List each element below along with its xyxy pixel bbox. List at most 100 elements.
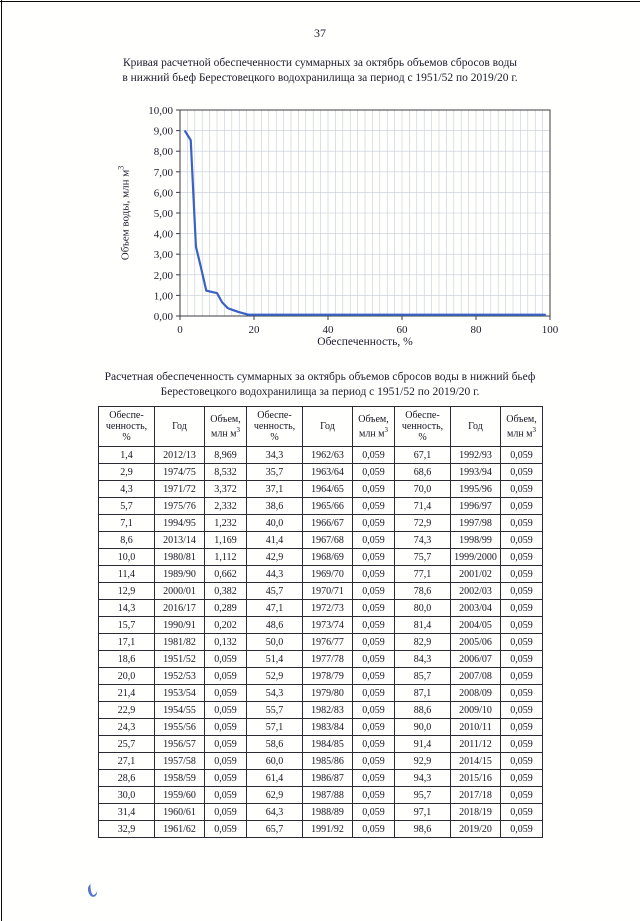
table-cell: 1954/55: [154, 701, 205, 719]
table-cell: 24,3: [98, 718, 155, 736]
table-cell: 1,232: [204, 514, 247, 532]
table-cell: 0,059: [500, 786, 543, 804]
table-cell: 0,059: [500, 531, 543, 549]
table-cell: 7,1: [98, 514, 155, 532]
table-cell: 0,059: [500, 684, 543, 702]
table-cell: 0,059: [204, 786, 247, 804]
table-cell: 0,059: [204, 803, 247, 821]
column-header: Объем, млн м3: [204, 406, 247, 447]
table-cell: 18,6: [98, 650, 155, 668]
table-cell: 0,202: [204, 616, 247, 634]
table-cell: 1966/67: [302, 514, 353, 532]
table-cell: 68,6: [394, 463, 451, 481]
table-cell: 34,3: [246, 446, 303, 464]
table-cell: 0,059: [204, 701, 247, 719]
table-cell: 0,059: [500, 769, 543, 787]
column-header: Объем, млн м3: [352, 406, 395, 447]
table-cell: 92,9: [394, 752, 451, 770]
column-header: Обеспе- ченность, %: [98, 406, 155, 447]
table-cell: 55,7: [246, 701, 303, 719]
table-row: 12,9 2000/01 0,382 45,7 1970/71 0,059 78,6 2002…: [98, 582, 543, 600]
table-row: 4,3 1971/72 3,372 37,1 1964/65 0,059 70,0 1995/…: [98, 480, 543, 498]
table-cell: 0,059: [352, 565, 395, 583]
table-cell: 42,9: [246, 548, 303, 566]
table-cell: 48,6: [246, 616, 303, 634]
table-cell: 0,059: [352, 548, 395, 566]
table-cell: 0,059: [500, 446, 543, 464]
table-cell: 0,059: [204, 769, 247, 787]
table-cell: 2019/20: [450, 820, 501, 838]
table-cell: 0,059: [352, 497, 395, 515]
table-cell: 54,3: [246, 684, 303, 702]
table-cell: 1989/90: [154, 565, 205, 583]
table-cell: 2003/04: [450, 599, 501, 617]
table-cell: 0,059: [352, 718, 395, 736]
table-cell: 1,169: [204, 531, 247, 549]
table-cell: 0,059: [500, 463, 543, 481]
table-row: 24,3 1955/56 0,059 57,1 1983/84 0,059 90,0 2010…: [98, 718, 543, 736]
table-cell: 0,059: [352, 803, 395, 821]
table-cell: 0,059: [352, 446, 395, 464]
table-cell: 0,059: [500, 803, 543, 821]
table-cell: 62,9: [246, 786, 303, 804]
table-cell: 0,059: [352, 633, 395, 651]
table-cell: 0,059: [500, 667, 543, 685]
table-cell: 1959/60: [154, 786, 205, 804]
table-cell: 45,7: [246, 582, 303, 600]
chart-gridlines: [180, 110, 550, 316]
table-cell: 57,1: [246, 718, 303, 736]
table-cell: 1984/85: [302, 735, 353, 753]
table-cell: 52,9: [246, 667, 303, 685]
table-cell: 2001/02: [450, 565, 501, 583]
table-cell: 1952/53: [154, 667, 205, 685]
axis-tick-labels: 0 20 40 60 80 100 0,00 1,00 2,00 3,00 4,00 5,00 6,00…: [148, 105, 559, 336]
table-cell: 0,059: [204, 820, 247, 838]
table-cell: 1955/56: [154, 718, 205, 736]
table-cell: 0,059: [500, 752, 543, 770]
table-cell: 67,1: [394, 446, 451, 464]
svg-text:20: 20: [249, 324, 261, 336]
svg-text:6,00: 6,00: [154, 187, 174, 199]
table-cell: 51,4: [246, 650, 303, 668]
svg-text:60: 60: [397, 324, 409, 336]
table-cell: 0,289: [204, 599, 247, 617]
table-cell: 97,1: [394, 803, 451, 821]
table-cell: 8,969: [204, 446, 247, 464]
table-body: 1,4 2012/13 8,969 34,3 1962/63 0,059 67,1 1992/…: [98, 446, 543, 838]
table-cell: 1975/76: [154, 497, 205, 515]
table-cell: 0,059: [500, 735, 543, 753]
table-cell: 15,7: [98, 616, 155, 634]
svg-text:10,00: 10,00: [148, 105, 173, 117]
table-cell: 4,3: [98, 480, 155, 498]
table-cell: 0,059: [500, 548, 543, 566]
table-cell: 1958/59: [154, 769, 205, 787]
probability-table: Обеспе- ченность, % Год Объем, млн м3 Обесп…: [98, 406, 543, 838]
chart-canvas: 0 20 40 60 80 100 0,00 1,00 2,00 3,00 4,00 5,00 6,00…: [148, 105, 559, 336]
table-cell: 1985/86: [302, 752, 353, 770]
table-row: 17,1 1981/82 0,132 50,0 1976/77 0,059 82,9 2005…: [98, 633, 543, 651]
table-cell: 2013/14: [154, 531, 205, 549]
table-cell: 8,532: [204, 463, 247, 481]
table-cell: 1991/92: [302, 820, 353, 838]
table-cell: 80,0: [394, 599, 451, 617]
table-cell: 94,3: [394, 769, 451, 787]
table-cell: 77,1: [394, 565, 451, 583]
table-title: Расчетная обеспеченность суммарных за ок…: [0, 370, 640, 400]
column-header: Объем, млн м3: [500, 406, 543, 447]
table-cell: 1951/52: [154, 650, 205, 668]
table-cell: 17,1: [98, 633, 155, 651]
svg-text:3,00: 3,00: [154, 249, 174, 261]
table-row: 14,3 2016/17 0,289 47,1 1972/73 0,059 80,0 2003…: [98, 599, 543, 617]
table-cell: 1993/94: [450, 463, 501, 481]
table-row: 32,9 1961/62 0,059 65,7 1991/92 0,059 98,6 2019…: [98, 820, 543, 838]
table-cell: 11,4: [98, 565, 155, 583]
svg-text:1,00: 1,00: [154, 290, 174, 302]
table-row: 18,6 1951/52 0,059 51,4 1977/78 0,059 84,3 2006…: [98, 650, 543, 668]
svg-text:0,00: 0,00: [154, 311, 174, 323]
table-cell: 71,4: [394, 497, 451, 515]
table-cell: 12,9: [98, 582, 155, 600]
table-cell: 2,9: [98, 463, 155, 481]
table-header-row: Обеспе- ченность, % Год Объем, млн м3 Обесп…: [98, 406, 543, 447]
table-row: 31,4 1960/61 0,059 64,3 1988/89 0,059 97,1 2018…: [98, 803, 543, 821]
table-cell: 78,6: [394, 582, 451, 600]
